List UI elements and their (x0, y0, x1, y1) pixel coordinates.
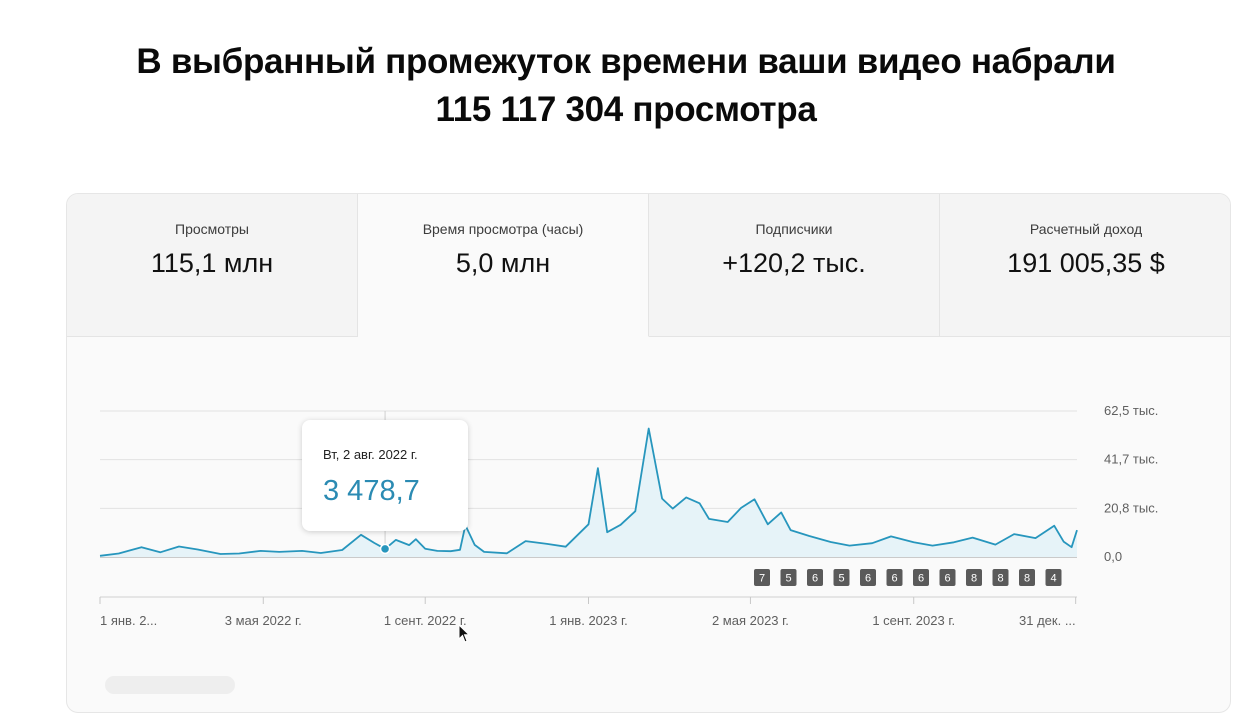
badge-label: 6 (812, 573, 818, 585)
upload-count-badge: 8 (1019, 569, 1035, 586)
y-tick-label: 20,8 тыс. (1104, 500, 1158, 515)
x-tick-label: 1 янв. 2... (100, 613, 157, 628)
upload-count-badge: 5 (833, 569, 850, 586)
upload-count-badge: 5 (780, 569, 797, 586)
y-tick-label: 62,5 тыс. (1104, 403, 1158, 418)
badge-label: 5 (838, 573, 844, 585)
badge-label: 6 (944, 573, 950, 585)
x-tick-label: 1 сент. 2023 г. (872, 613, 955, 628)
tab-revenue[interactable]: Расчетный доход 191 005,35 $ (940, 194, 1230, 337)
upload-count-badge: 4 (1045, 569, 1062, 586)
mouse-cursor-icon (458, 624, 470, 643)
x-tick-label: 2 мая 2023 г. (712, 613, 789, 628)
tab-views-value: 115,1 млн (150, 248, 274, 278)
upload-count-badge: 6 (939, 569, 956, 586)
upload-count-badge: 6 (886, 569, 903, 586)
tab-subscribers-label: Подписчики (755, 221, 833, 237)
watch-time-chart[interactable]: 62,5 тыс. 41,7 тыс. 20,8 тыс. 0,0 7 5 6 5 6 6 6 6 8 8… (0, 0, 1252, 689)
tooltip-date: Вт, 2 авг. 2022 г. (323, 447, 418, 462)
metric-tabs: Просмотры 115,1 млн Время просмотра (час… (67, 194, 1230, 337)
headline-total-views: 115 117 304 просмотра (435, 90, 817, 129)
series-area (100, 428, 1077, 557)
upload-count-badge: 6 (913, 569, 929, 586)
x-tick-label: 3 мая 2022 г. (225, 613, 302, 628)
upload-count-badge: 8 (992, 569, 1009, 586)
tooltip-value: 3 478,7 (323, 475, 420, 507)
tab-watch-time[interactable]: Время просмотра (часы) 5,0 млн (358, 194, 649, 337)
upload-count-badge: 6 (860, 569, 876, 586)
y-tick-label: 0,0 (1104, 549, 1122, 564)
x-tick-label: 31 дек. ... (1019, 613, 1076, 628)
badge-label: 6 (865, 573, 871, 585)
series-line (99, 427, 1078, 557)
badge-label: 4 (1050, 573, 1056, 585)
badge-label: 7 (759, 573, 765, 585)
tab-revenue-label: Расчетный доход (1029, 221, 1143, 237)
badge-label: 8 (971, 573, 977, 585)
tab-views-label: Просмотры (175, 221, 249, 237)
analytics-card: Просмотры 115,1 млн Время просмотра (час… (66, 193, 1231, 713)
page-headline: В выбранный промежуток времени ваши виде… (0, 38, 1252, 134)
upload-count-badge: 6 (807, 569, 823, 586)
badge-label: 6 (918, 573, 924, 585)
chart-tooltip: Вт, 2 авг. 2022 г. 3 478,7 (302, 420, 468, 531)
y-tick-label: 41,7 тыс. (1104, 452, 1158, 467)
tab-views[interactable]: Просмотры 115,1 млн (67, 194, 358, 337)
upload-count-badge: 8 (966, 569, 982, 586)
x-tick-label: 1 янв. 2023 г. (549, 613, 628, 628)
bottom-control[interactable] (105, 676, 235, 694)
tab-subscribers[interactable]: Подписчики +120,2 тыс. (649, 194, 940, 337)
badge-label: 6 (891, 573, 897, 585)
x-tick-label: 1 сент. 2022 г. (384, 613, 467, 628)
headline-line-1: В выбранный промежуток времени ваши виде… (136, 42, 1116, 81)
tab-watch-time-label: Время просмотра (часы) (422, 221, 584, 237)
upload-count-badge: 7 (754, 569, 770, 586)
badge-label: 8 (1024, 573, 1030, 585)
tab-watch-time-value: 5,0 млн (455, 248, 551, 278)
badge-label: 8 (997, 573, 1003, 585)
hover-point (379, 543, 391, 555)
badge-label: 5 (785, 573, 791, 585)
tab-revenue-value: 191 005,35 $ (1007, 248, 1165, 278)
tab-subscribers-value: +120,2 тыс. (722, 248, 866, 278)
